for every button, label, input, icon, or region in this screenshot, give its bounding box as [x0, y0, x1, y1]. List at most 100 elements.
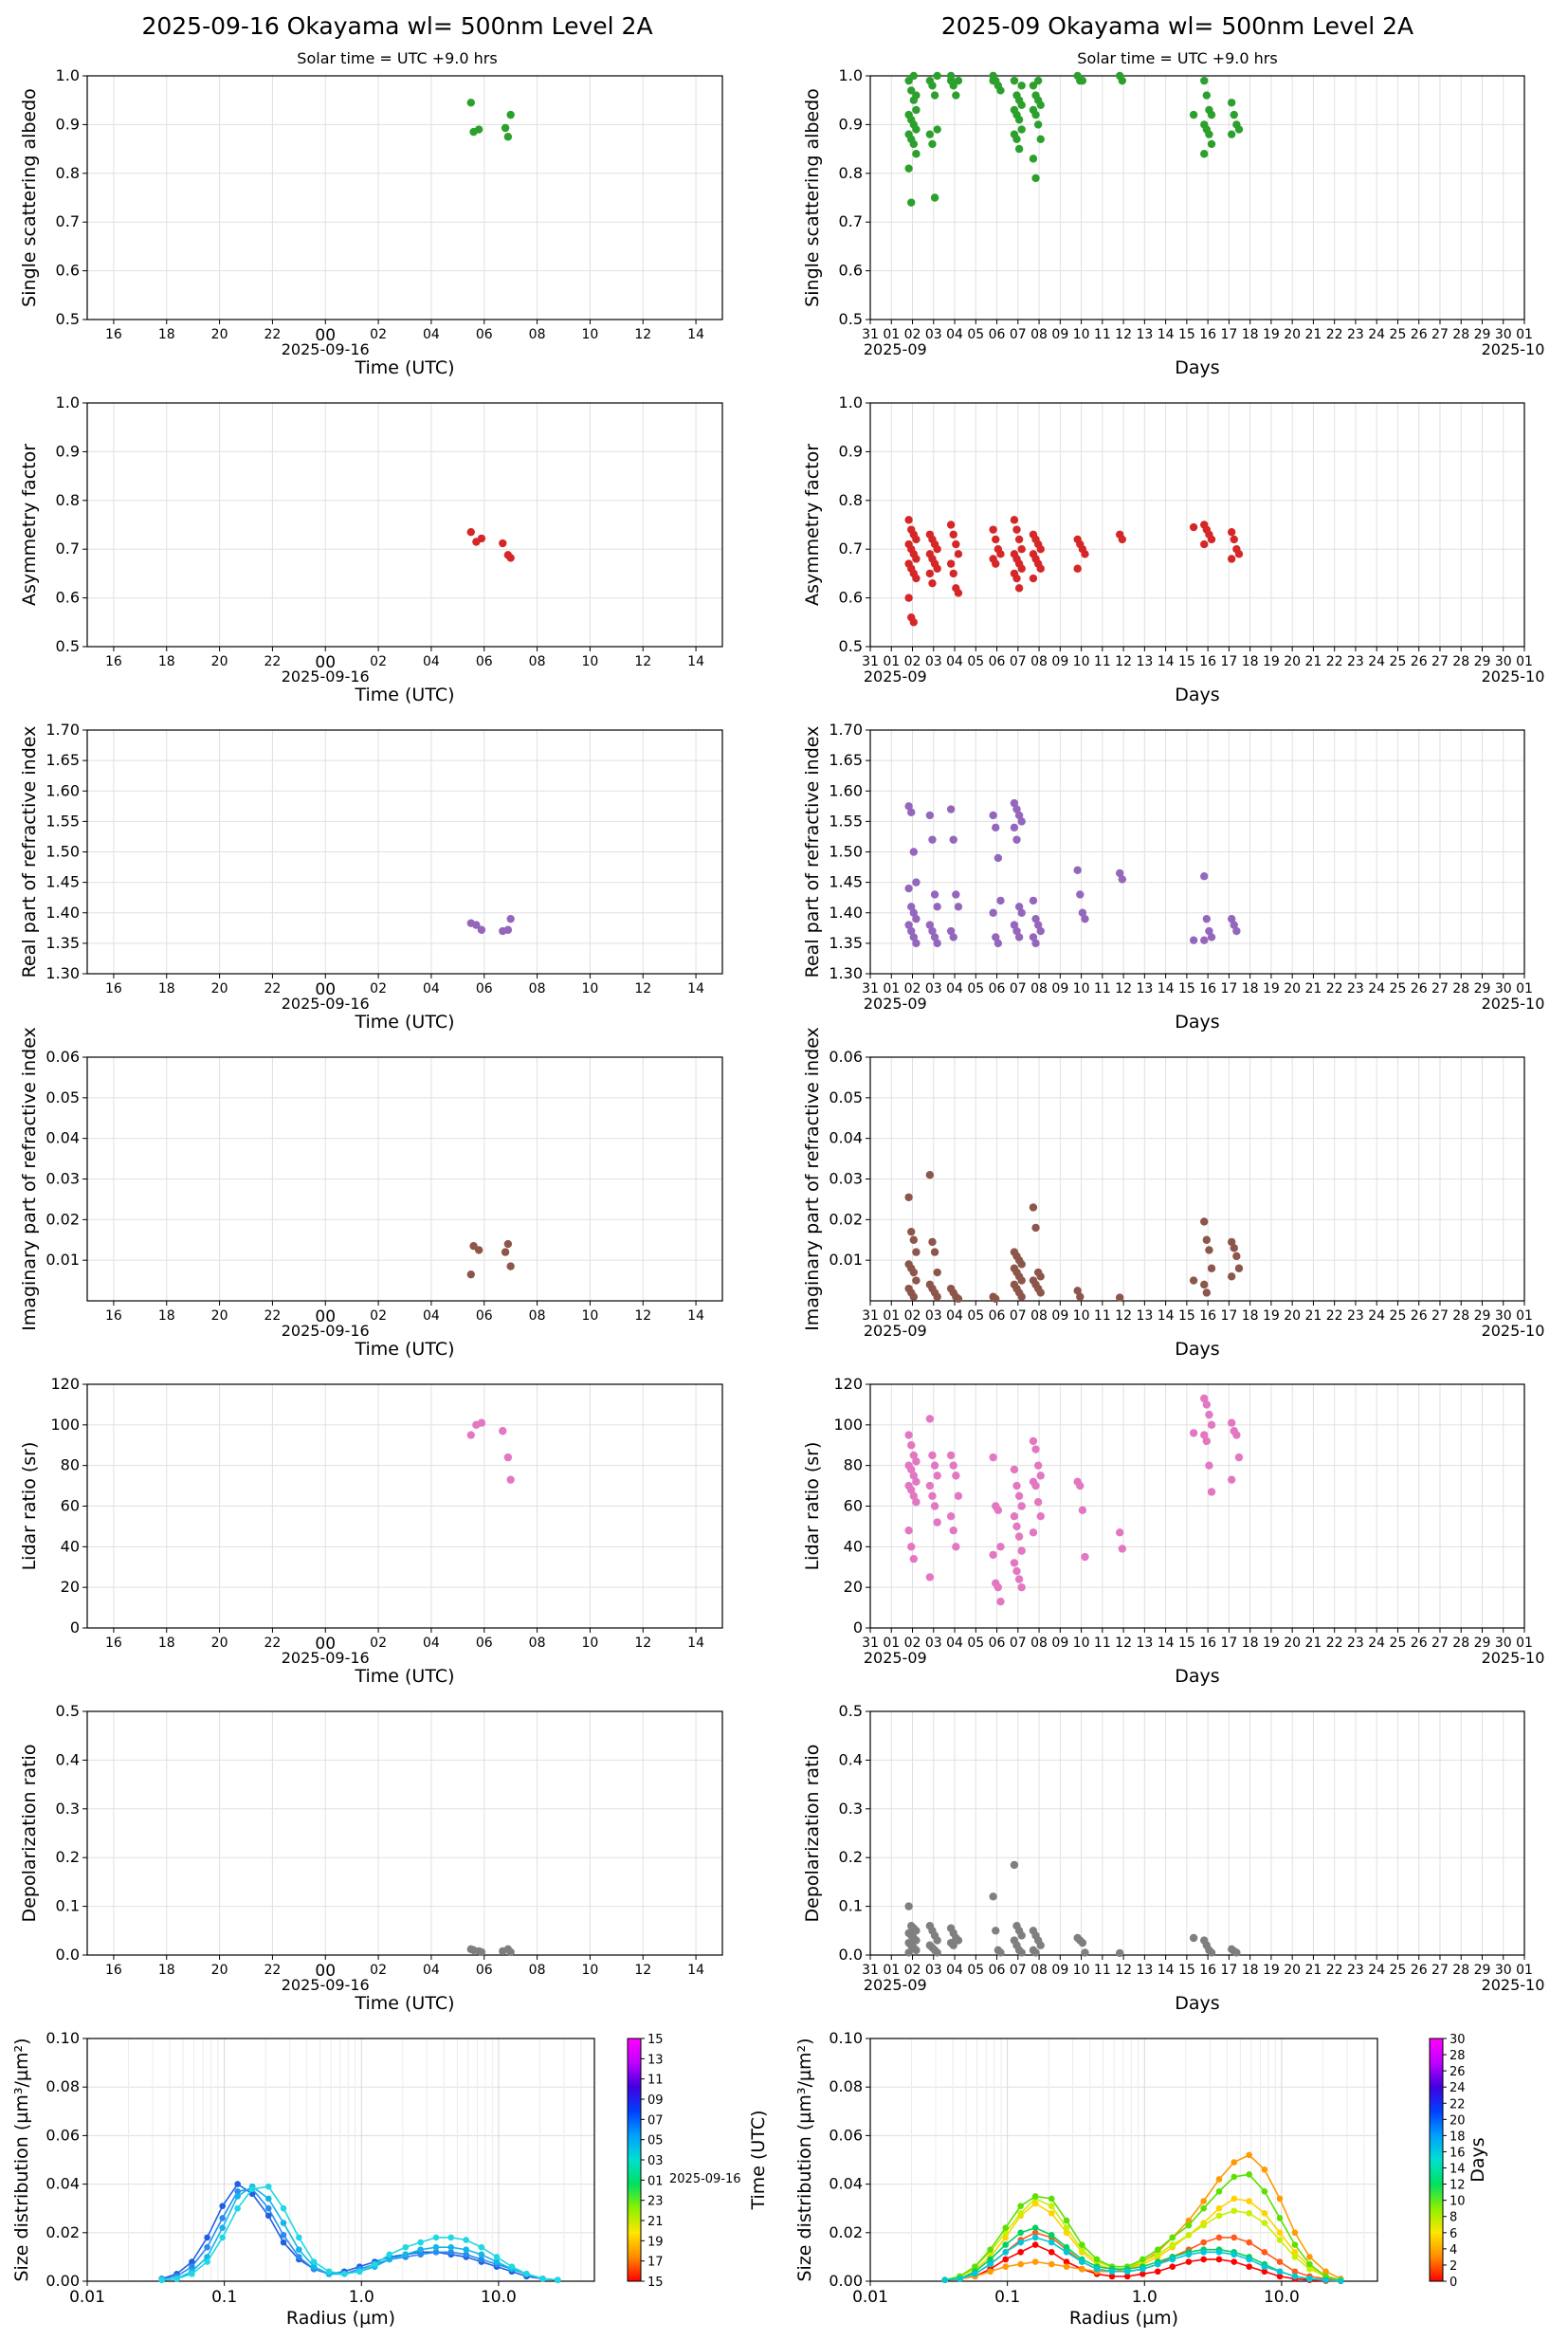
y-tick-label: 0.4	[839, 1750, 863, 1768]
size-series-point-2	[1063, 2263, 1070, 2270]
data-point-ssa-monthly	[1010, 76, 1019, 85]
size-series-point-7	[987, 2260, 994, 2268]
data-point-iri-monthly	[1227, 1272, 1236, 1281]
size-series-point-2	[1200, 2198, 1207, 2204]
x-tick-label: 05	[967, 1636, 984, 1651]
data-point-dep-monthly	[996, 1948, 1005, 1957]
x-tick-label: 02	[904, 1308, 921, 1324]
x-tick-label: 17	[1220, 1636, 1237, 1651]
x-tick-label: 22	[1326, 1308, 1343, 1324]
size-series-point-5	[1246, 2171, 1252, 2178]
y-tick-label: 0	[70, 1618, 80, 1636]
x-tick-label: 19	[1263, 1636, 1280, 1651]
data-point-lr-monthly	[1031, 1481, 1040, 1490]
data-point-rri-monthly	[1076, 890, 1085, 899]
data-point-iri-monthly	[1202, 1289, 1212, 1297]
x-tick-label: 11	[1094, 1636, 1111, 1651]
data-point-iri-monthly	[912, 1276, 921, 1285]
x-tick-label: 22	[1326, 1636, 1343, 1651]
size-series-point-1	[432, 2248, 440, 2256]
size-series-point-2	[1031, 2258, 1039, 2265]
y-tick-label: 0.6	[839, 262, 863, 280]
y-tick-label: 1.50	[829, 843, 863, 861]
x-tick-label: 14	[687, 654, 704, 669]
size-series-point-7	[1154, 2260, 1161, 2268]
size-series-point-2	[219, 2224, 227, 2231]
panel-asy-monthly	[866, 402, 1525, 651]
x-tick-label: 25	[1390, 1308, 1407, 1324]
x-tick-label: 05	[967, 981, 984, 996]
size-series-point-2	[478, 2251, 485, 2258]
data-point-lr-monthly	[989, 1550, 997, 1560]
x-tick-label: 16	[1199, 1636, 1216, 1651]
data-point-asy-monthly	[1036, 564, 1045, 573]
data-point-asy-monthly	[928, 578, 937, 588]
y-tick-label: 1.45	[829, 873, 863, 891]
x-tick-label: 24	[1368, 1963, 1385, 1978]
left-colorbar-tick-label: 05	[647, 2134, 664, 2148]
data-point-rri-monthly	[946, 805, 956, 814]
size-series-point-1	[1031, 2229, 1039, 2237]
x-tick-label: 01	[1516, 654, 1533, 669]
data-point-ssa-monthly	[1200, 150, 1209, 158]
data-point-iri-monthly	[1205, 1246, 1213, 1254]
data-point-lr-monthly	[994, 1582, 1003, 1592]
data-point-lr-monthly	[1205, 1410, 1213, 1419]
size-series-point-5	[1231, 2173, 1238, 2181]
data-point-asy-monthly	[933, 564, 941, 573]
size-series-point-1	[1261, 2248, 1268, 2256]
x-tick-label: 16	[105, 1308, 122, 1324]
y-tick-label: 60	[844, 1497, 863, 1515]
size-series-point-0	[1031, 2241, 1039, 2248]
data-point-asy-monthly	[925, 569, 935, 578]
data-point-dep-monthly	[954, 1936, 963, 1945]
data-point-lr-monthly	[1207, 1488, 1216, 1496]
data-point-iri-daily	[506, 1262, 515, 1271]
x-tick-label: 26	[1411, 654, 1428, 669]
x-tick-label: 12	[1115, 1308, 1132, 1324]
size-series-point-2	[1276, 2195, 1284, 2203]
x-tick-label: 24	[1368, 654, 1385, 669]
size-series-point-2	[1185, 2217, 1193, 2224]
size-series-point-4	[1276, 2237, 1284, 2243]
right-page-title: 2025-09 Okayama wl= 500nm Level 2A	[940, 12, 1414, 40]
size-series-point-0	[1140, 2271, 1146, 2277]
y-tick-label: 0.5	[56, 1702, 80, 1720]
x-tick-label: 0.01	[69, 2288, 105, 2307]
right-colorbar-tick-label: 16	[1449, 2146, 1466, 2160]
x-tick-label: 20	[1284, 1308, 1301, 1324]
y-tick-label: 0.02	[46, 2223, 80, 2241]
x-tick-label: 06	[989, 1308, 1006, 1324]
size-series-point-0	[1154, 2268, 1161, 2276]
data-point-lr-monthly	[994, 1506, 1003, 1514]
data-point-iri-monthly	[1189, 1276, 1198, 1285]
x-tick-label: 30	[1495, 327, 1512, 342]
data-point-rri-monthly	[1200, 872, 1209, 881]
x-tick-label: 15	[1178, 981, 1195, 996]
size-series-point-4	[1154, 2251, 1161, 2258]
x-tick-label: 14	[687, 1308, 704, 1324]
right-colorbar-tick-label: 12	[1449, 2179, 1466, 2193]
data-point-iri-daily	[466, 1270, 475, 1279]
x-tick-label: 1.0	[349, 2288, 374, 2307]
x-date-label: 2025-09-16	[282, 1976, 370, 1994]
size-series-point-3	[296, 2234, 302, 2241]
size-series-point-7	[1048, 2239, 1055, 2246]
panel-dep-monthly	[866, 1710, 1525, 1960]
y-tick-label: 0.0	[56, 1946, 80, 1964]
data-point-iri-monthly	[1232, 1252, 1241, 1261]
size-series-point-1	[234, 2187, 241, 2195]
data-point-rri-monthly	[1012, 926, 1021, 936]
size-series-point-6	[1017, 2229, 1024, 2237]
data-point-asy-monthly	[952, 539, 960, 549]
data-point-dep-monthly	[1017, 1931, 1026, 1940]
data-point-ssa-daily	[466, 99, 475, 107]
y-tick-label: 0.10	[829, 2029, 863, 2047]
data-point-lr-monthly	[930, 1502, 939, 1510]
size-series-point-3	[432, 2234, 440, 2241]
data-point-asy-monthly	[1230, 535, 1238, 544]
data-point-lr-monthly	[1029, 1436, 1038, 1446]
x-tick-label: 01	[1516, 981, 1533, 996]
x-tick-label: 26	[1411, 1963, 1428, 1978]
data-point-ssa-monthly	[1031, 174, 1040, 183]
